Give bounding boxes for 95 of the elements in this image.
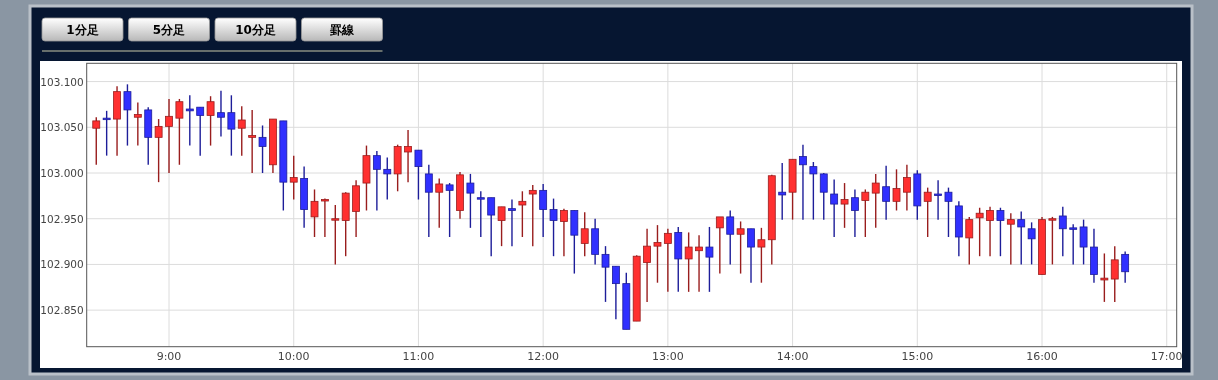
candlestick — [165, 98, 173, 174]
x-tick-label: 10:00 — [277, 350, 310, 363]
x-tick-label: 12:00 — [527, 350, 559, 363]
candlestick — [580, 211, 589, 257]
candlestick — [996, 207, 1005, 257]
candlestick — [237, 105, 246, 157]
y-tick-label: 102.950 — [40, 212, 84, 225]
candlestick — [1100, 252, 1109, 303]
candlestick — [715, 216, 724, 275]
candlestick — [528, 184, 537, 247]
candlestick — [736, 220, 745, 275]
candlestick — [861, 188, 870, 238]
candlestick — [903, 164, 911, 212]
candlestick — [331, 204, 340, 266]
candlestick — [487, 196, 496, 257]
candlestick — [404, 129, 412, 183]
candlestick — [518, 190, 527, 238]
y-tick-label: 102.850 — [40, 304, 84, 317]
candlestick — [102, 110, 111, 157]
candlestick — [196, 106, 205, 157]
candlestick — [1027, 221, 1036, 266]
candlestick — [383, 156, 392, 201]
candlestick — [497, 206, 506, 247]
candlestick — [643, 228, 651, 303]
candlestick — [310, 188, 319, 238]
candlestick — [1006, 212, 1015, 266]
candlestick — [372, 150, 381, 212]
candlestick — [476, 190, 485, 238]
candlestick — [1048, 216, 1057, 266]
candlestick — [289, 154, 298, 201]
candlestick — [321, 197, 329, 238]
candlestick — [445, 182, 454, 238]
candlestick — [882, 164, 891, 221]
candlestick — [435, 177, 444, 229]
x-tick-label: 9:00 — [156, 350, 182, 363]
x-tick-label: 14:00 — [776, 350, 809, 363]
candlestick — [809, 161, 818, 221]
candlestick — [830, 178, 839, 238]
x-tick-label: 15:00 — [901, 350, 934, 363]
candlestick — [1110, 245, 1119, 303]
candlestick — [799, 143, 807, 221]
candlestick — [684, 231, 693, 293]
candlestick — [1017, 210, 1026, 266]
candlestick — [466, 173, 475, 229]
y-tick-label: 102.900 — [40, 258, 84, 271]
candlestick — [778, 162, 787, 221]
candlestick — [414, 149, 423, 201]
candlestick — [227, 94, 236, 157]
x-tick-label: 11:00 — [402, 350, 435, 363]
candlestick — [653, 224, 662, 284]
tabs: 1分足 5分足 10分足 罫線 — [41, 17, 383, 42]
candlestick — [508, 198, 516, 247]
candlestick — [560, 207, 568, 257]
candlestick — [726, 209, 735, 266]
candlestick — [663, 228, 672, 293]
candlestick — [871, 173, 880, 229]
candlestick — [248, 109, 257, 174]
candlestick — [757, 227, 766, 284]
candlestick — [549, 197, 558, 257]
candlestick — [1079, 218, 1088, 266]
y-tick-label: 103.100 — [40, 75, 84, 88]
candlestick — [175, 98, 184, 166]
candlestick — [1069, 223, 1078, 266]
candlestick — [258, 124, 267, 174]
candlestick — [154, 118, 163, 183]
candlestick — [92, 116, 101, 166]
candlestick — [601, 245, 610, 303]
candlestick — [840, 182, 849, 229]
candlestick — [217, 90, 225, 138]
candlestick — [819, 172, 828, 221]
candlestick — [612, 265, 620, 320]
candlestick — [934, 179, 942, 221]
candlestick — [123, 83, 132, 147]
candlestick — [1121, 250, 1130, 284]
y-tick-label: 103.050 — [40, 121, 84, 134]
candlestick — [705, 226, 714, 293]
candlestick — [944, 186, 953, 238]
x-tick-label: 16:00 — [1026, 350, 1058, 363]
candlestick — [133, 101, 142, 147]
candlestick — [965, 216, 974, 266]
candlestick — [539, 183, 548, 238]
candlestick — [185, 94, 194, 147]
candlestick — [424, 164, 433, 238]
candlestick — [892, 168, 901, 212]
candlestick — [695, 234, 703, 293]
candlestick — [206, 95, 215, 147]
candlestick — [923, 186, 932, 238]
candlestick — [1058, 206, 1067, 257]
candlestick — [975, 207, 984, 257]
y-tick-label: 103.000 — [40, 167, 84, 179]
candlestick — [747, 228, 755, 284]
candlestick — [986, 206, 994, 257]
x-tick-label: 17:00 — [1150, 350, 1183, 363]
candlestick — [851, 188, 859, 238]
x-tick-label: 13:00 — [652, 350, 684, 363]
